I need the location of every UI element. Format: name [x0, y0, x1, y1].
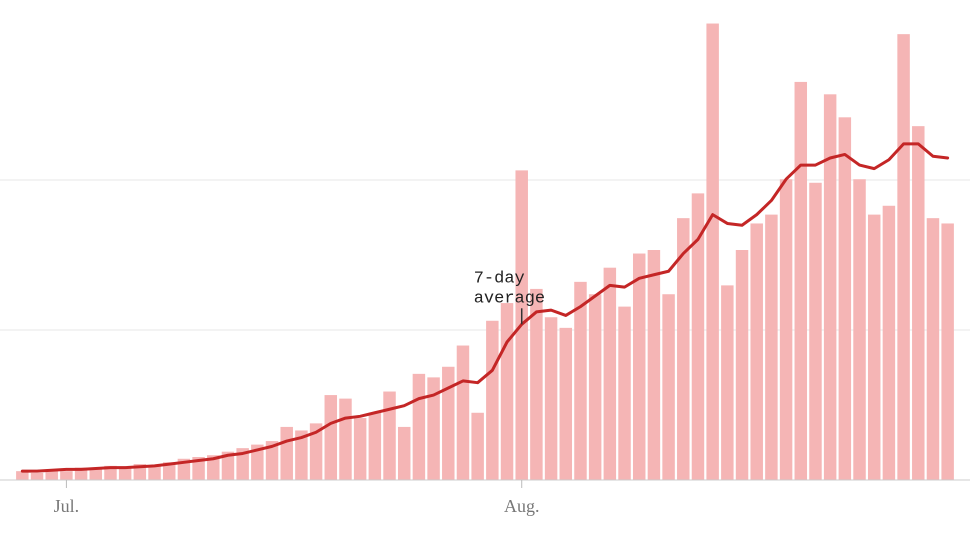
- daily-bar: [280, 427, 292, 480]
- annotation-text-line1: 7-day: [474, 269, 525, 288]
- daily-bar: [383, 392, 395, 480]
- daily-bar: [31, 473, 43, 480]
- daily-bar: [824, 94, 836, 480]
- daily-bar: [662, 294, 674, 480]
- daily-bar: [780, 179, 792, 480]
- daily-bar: [369, 413, 381, 480]
- daily-bar: [589, 294, 601, 480]
- daily-bar: [633, 254, 645, 480]
- daily-bar: [413, 374, 425, 480]
- daily-bar: [897, 34, 909, 480]
- x-tick-label: Aug.: [504, 496, 540, 516]
- daily-bar: [398, 427, 410, 480]
- daily-bar: [457, 346, 469, 480]
- daily-bar: [471, 413, 483, 480]
- daily-bar: [648, 250, 660, 480]
- daily-bar: [501, 303, 513, 480]
- daily-bar: [560, 328, 572, 480]
- daily-bar: [736, 250, 748, 480]
- daily-bar: [119, 468, 131, 480]
- daily-bar: [545, 317, 557, 480]
- daily-bar: [883, 206, 895, 480]
- daily-bar: [809, 183, 821, 480]
- daily-bar: [721, 285, 733, 480]
- daily-bar: [912, 126, 924, 480]
- daily-bar: [148, 466, 160, 480]
- daily-bar: [706, 24, 718, 480]
- daily-bar: [574, 282, 586, 480]
- daily-bar: [60, 471, 72, 480]
- daily-bar: [354, 418, 366, 480]
- daily-bar: [853, 179, 865, 480]
- daily-bar: [795, 82, 807, 480]
- daily-bar: [530, 289, 542, 480]
- daily-bar: [941, 223, 953, 480]
- chart-svg: Jul. Aug. 7-dayaverage: [0, 0, 970, 550]
- x-tick-label: Jul.: [54, 496, 80, 516]
- daily-bar: [90, 469, 102, 480]
- daily-bar: [442, 367, 454, 480]
- cases-chart: Jul. Aug. 7-day average Jul. Aug. 7-dayave…: [0, 0, 970, 550]
- daily-bar: [339, 399, 351, 480]
- daily-bar: [486, 321, 498, 480]
- daily-bar: [604, 268, 616, 480]
- daily-bar: [618, 307, 630, 480]
- daily-bar: [325, 395, 337, 480]
- daily-bar: [692, 193, 704, 480]
- daily-bar: [750, 223, 762, 480]
- daily-bar: [765, 215, 777, 480]
- daily-bar: [927, 218, 939, 480]
- daily-bar: [839, 117, 851, 480]
- annotation-text-line2: average: [474, 289, 545, 308]
- daily-bar: [868, 215, 880, 480]
